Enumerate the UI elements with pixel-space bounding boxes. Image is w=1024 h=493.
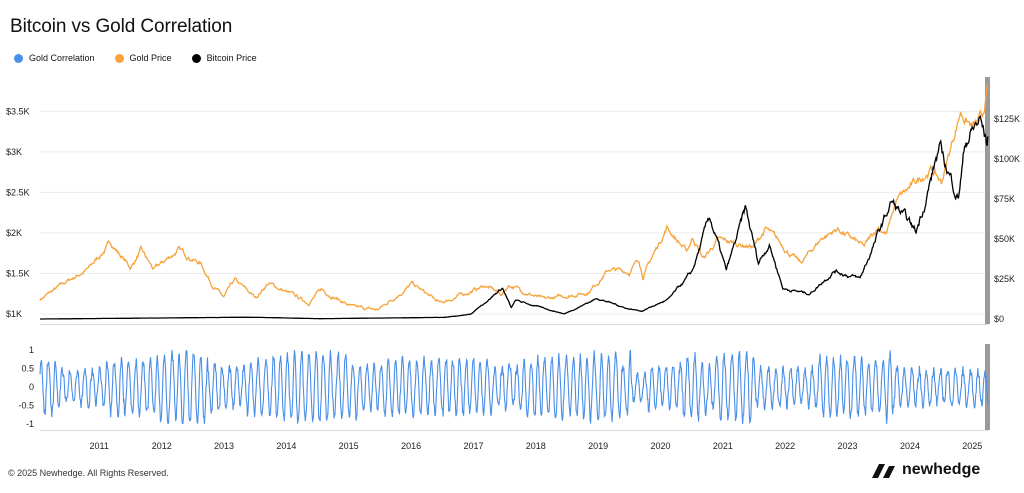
y-right-tick-label: $50K bbox=[994, 234, 1015, 244]
y-correlation-tick-label: -0.5 bbox=[18, 401, 34, 411]
y-right-tick-label: $100K bbox=[994, 154, 1020, 164]
legend-dot-bitcoin-price bbox=[191, 53, 201, 63]
legend-dot-gold-correlation bbox=[14, 53, 23, 63]
main-panel-scrollbar bbox=[985, 77, 990, 324]
x-tick-label: 2011 bbox=[90, 441, 109, 451]
y-correlation-tick-label: 0 bbox=[29, 382, 34, 392]
y-left-tick-label: $3.5K bbox=[6, 106, 30, 116]
y-right-tick-label: $75K bbox=[994, 194, 1015, 204]
legend-label-gold-correlation: Gold Correlation bbox=[29, 53, 95, 63]
y-left-tick-label: $3K bbox=[6, 147, 22, 157]
x-tick-label: 2020 bbox=[651, 441, 671, 451]
y-correlation-tick-label: 0.5 bbox=[21, 364, 34, 374]
y-correlation-tick-label: -1 bbox=[26, 419, 34, 429]
bitcoin-price-line bbox=[40, 114, 989, 320]
y-right-tick-label: $0 bbox=[994, 314, 1004, 324]
y-correlation-tick-label: 1 bbox=[29, 345, 34, 355]
legend-dot-gold-price bbox=[114, 53, 124, 63]
x-tick-label: 2012 bbox=[152, 441, 172, 451]
y-left-tick-label: $1K bbox=[6, 309, 22, 319]
y-right-tick-label: $25K bbox=[994, 274, 1015, 284]
x-tick-label: 2021 bbox=[713, 441, 733, 451]
legend-label-bitcoin-price: Bitcoin Price bbox=[206, 53, 257, 63]
legend-label-gold-price: Gold Price bbox=[129, 53, 172, 63]
legend: Gold Correlation Gold Price Bitcoin Pric… bbox=[14, 53, 257, 63]
y-left-tick-label: $2K bbox=[6, 228, 22, 238]
y-right-tick-label: $125K bbox=[994, 114, 1020, 124]
x-tick-label: 2025 bbox=[962, 441, 982, 451]
correlation-panel-scrollbar bbox=[985, 344, 990, 430]
chart-title: Bitcoin vs Gold Correlation bbox=[10, 16, 233, 37]
copyright-footer: © 2025 Newhedge. All Rights Reserved. bbox=[8, 468, 169, 478]
x-tick-label: 2023 bbox=[837, 441, 857, 451]
x-tick-label: 2019 bbox=[588, 441, 608, 451]
gold-price-line bbox=[39, 84, 988, 311]
brand-logo[interactable]: newhedge bbox=[872, 461, 980, 479]
x-tick-label: 2013 bbox=[214, 441, 234, 451]
legend-item-gold-correlation[interactable]: Gold Correlation bbox=[14, 53, 95, 63]
x-tick-label: 2024 bbox=[900, 441, 920, 451]
brand-name: newhedge bbox=[902, 461, 981, 478]
x-tick-label: 2017 bbox=[463, 441, 483, 451]
x-tick-label: 2018 bbox=[526, 441, 546, 451]
legend-item-gold-price[interactable]: Gold Price bbox=[114, 53, 172, 63]
legend-item-bitcoin-price[interactable]: Bitcoin Price bbox=[191, 53, 257, 63]
gold-correlation-line bbox=[39, 349, 989, 425]
x-tick-label: 2016 bbox=[401, 441, 421, 451]
x-tick-label: 2015 bbox=[339, 441, 359, 451]
y-left-tick-label: $1.5K bbox=[6, 268, 30, 278]
x-tick-label: 2022 bbox=[775, 441, 795, 451]
y-left-tick-label: $2.5K bbox=[6, 187, 30, 197]
newhedge-logo-icon bbox=[872, 464, 895, 478]
x-tick-label: 2014 bbox=[276, 441, 296, 451]
